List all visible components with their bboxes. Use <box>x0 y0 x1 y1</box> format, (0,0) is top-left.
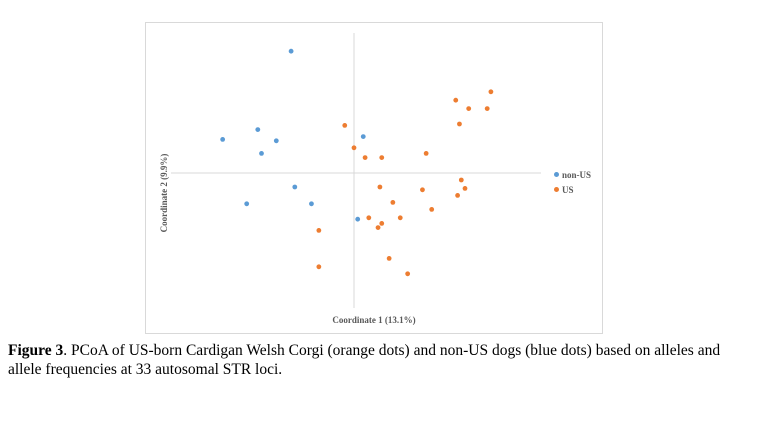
data-point-non-us <box>259 151 264 156</box>
legend-label: US <box>562 184 574 195</box>
data-point-us <box>342 123 348 128</box>
figure-caption: Figure 3. PCoA of US-born Cardigan Welsh… <box>8 341 753 379</box>
data-point-us <box>386 256 392 261</box>
data-point-us <box>429 207 435 212</box>
legend-item: US <box>554 182 591 197</box>
data-point-non-us <box>244 201 250 207</box>
data-point-us <box>375 225 381 231</box>
legend-marker <box>554 172 559 177</box>
data-point-us <box>379 221 385 226</box>
data-point-us <box>377 184 383 190</box>
data-point-us <box>316 228 322 233</box>
data-point-non-us <box>273 138 279 144</box>
data-point-non-us <box>288 48 294 54</box>
data-point-non-us <box>220 137 226 142</box>
legend-item: non-US <box>554 167 591 182</box>
data-point-non-us <box>292 184 298 190</box>
data-point-us <box>362 155 368 161</box>
data-point-us <box>462 186 468 191</box>
data-point-us <box>484 106 490 111</box>
x-axis-label: Coordinate 1 (13.1%) <box>332 315 416 325</box>
data-point-us <box>457 121 462 127</box>
data-point-non-us <box>309 201 314 207</box>
data-point-us <box>423 151 429 156</box>
legend: non-US US <box>554 167 591 197</box>
data-point-us <box>488 89 494 95</box>
data-point-non-us <box>255 127 261 132</box>
data-point-us <box>379 155 385 161</box>
data-point-us <box>455 193 460 198</box>
data-point-us <box>466 106 472 111</box>
data-point-us <box>316 264 322 270</box>
scatter-plot <box>171 33 541 308</box>
data-point-us <box>405 271 411 277</box>
data-point-us <box>397 215 403 221</box>
caption-text: . PCoA of US-born Cardigan Welsh Corgi (… <box>8 342 721 378</box>
data-point-us <box>366 215 372 221</box>
data-point-us <box>458 177 464 183</box>
data-point-us <box>351 145 357 151</box>
legend-label: non-US <box>562 169 592 180</box>
data-point-us <box>453 97 459 103</box>
y-axis-label: Coordinate 2 (9.9%) <box>159 153 169 233</box>
legend-marker <box>554 187 559 192</box>
data-point-non-us <box>355 216 361 222</box>
data-point-non-us <box>360 134 366 139</box>
figure-label: Figure 3 <box>8 342 64 359</box>
data-point-us <box>420 187 425 193</box>
data-point-us <box>390 200 396 205</box>
chart-area: Coordinate 2 (9.9%) Coordinate 1 (13.1%)… <box>145 22 603 334</box>
